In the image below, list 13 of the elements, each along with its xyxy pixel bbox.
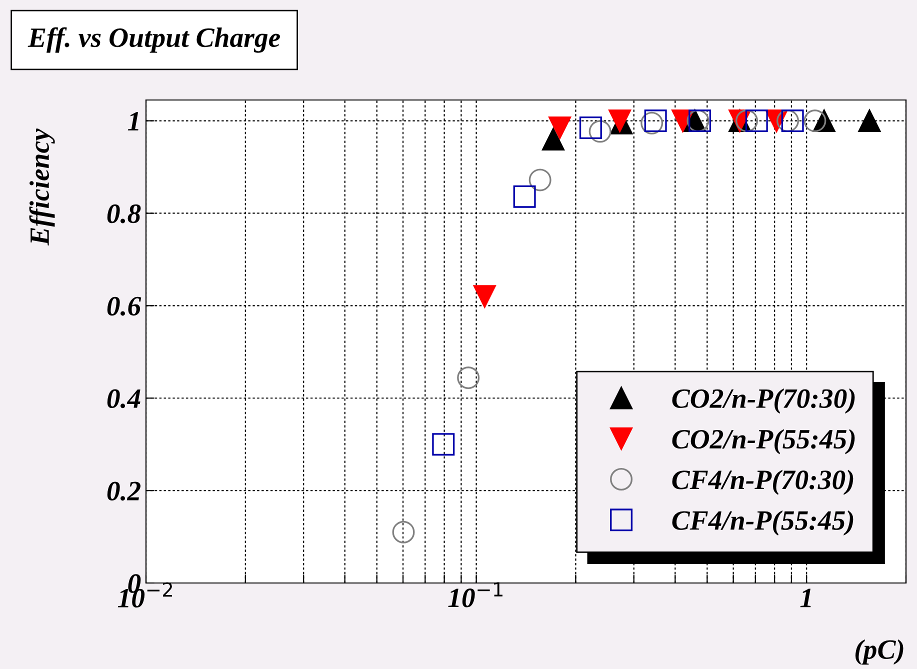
y-tick-label: 0.6	[107, 296, 142, 316]
y-tick-label: 0.8	[107, 204, 141, 224]
y-tick-label: 1	[128, 112, 138, 130]
legend-label: CO2/n-P(55:45)	[672, 429, 855, 454]
y-axis-title: Efficiency	[29, 128, 55, 246]
x-axis-title: (pC)	[855, 639, 904, 665]
y-tick-label: 0.2	[107, 482, 140, 501]
legend-label: CF4/n-P(55:45)	[672, 510, 854, 536]
legend-label: CO2/n-P(70:30)	[672, 388, 855, 414]
legend-label: CF4/n-P(70:30)	[672, 470, 854, 495]
x-tick-label: 1	[800, 588, 811, 608]
chart-title: Eff. vs Output Charge	[28, 27, 280, 53]
y-tick-label: 0.4	[107, 389, 140, 408]
